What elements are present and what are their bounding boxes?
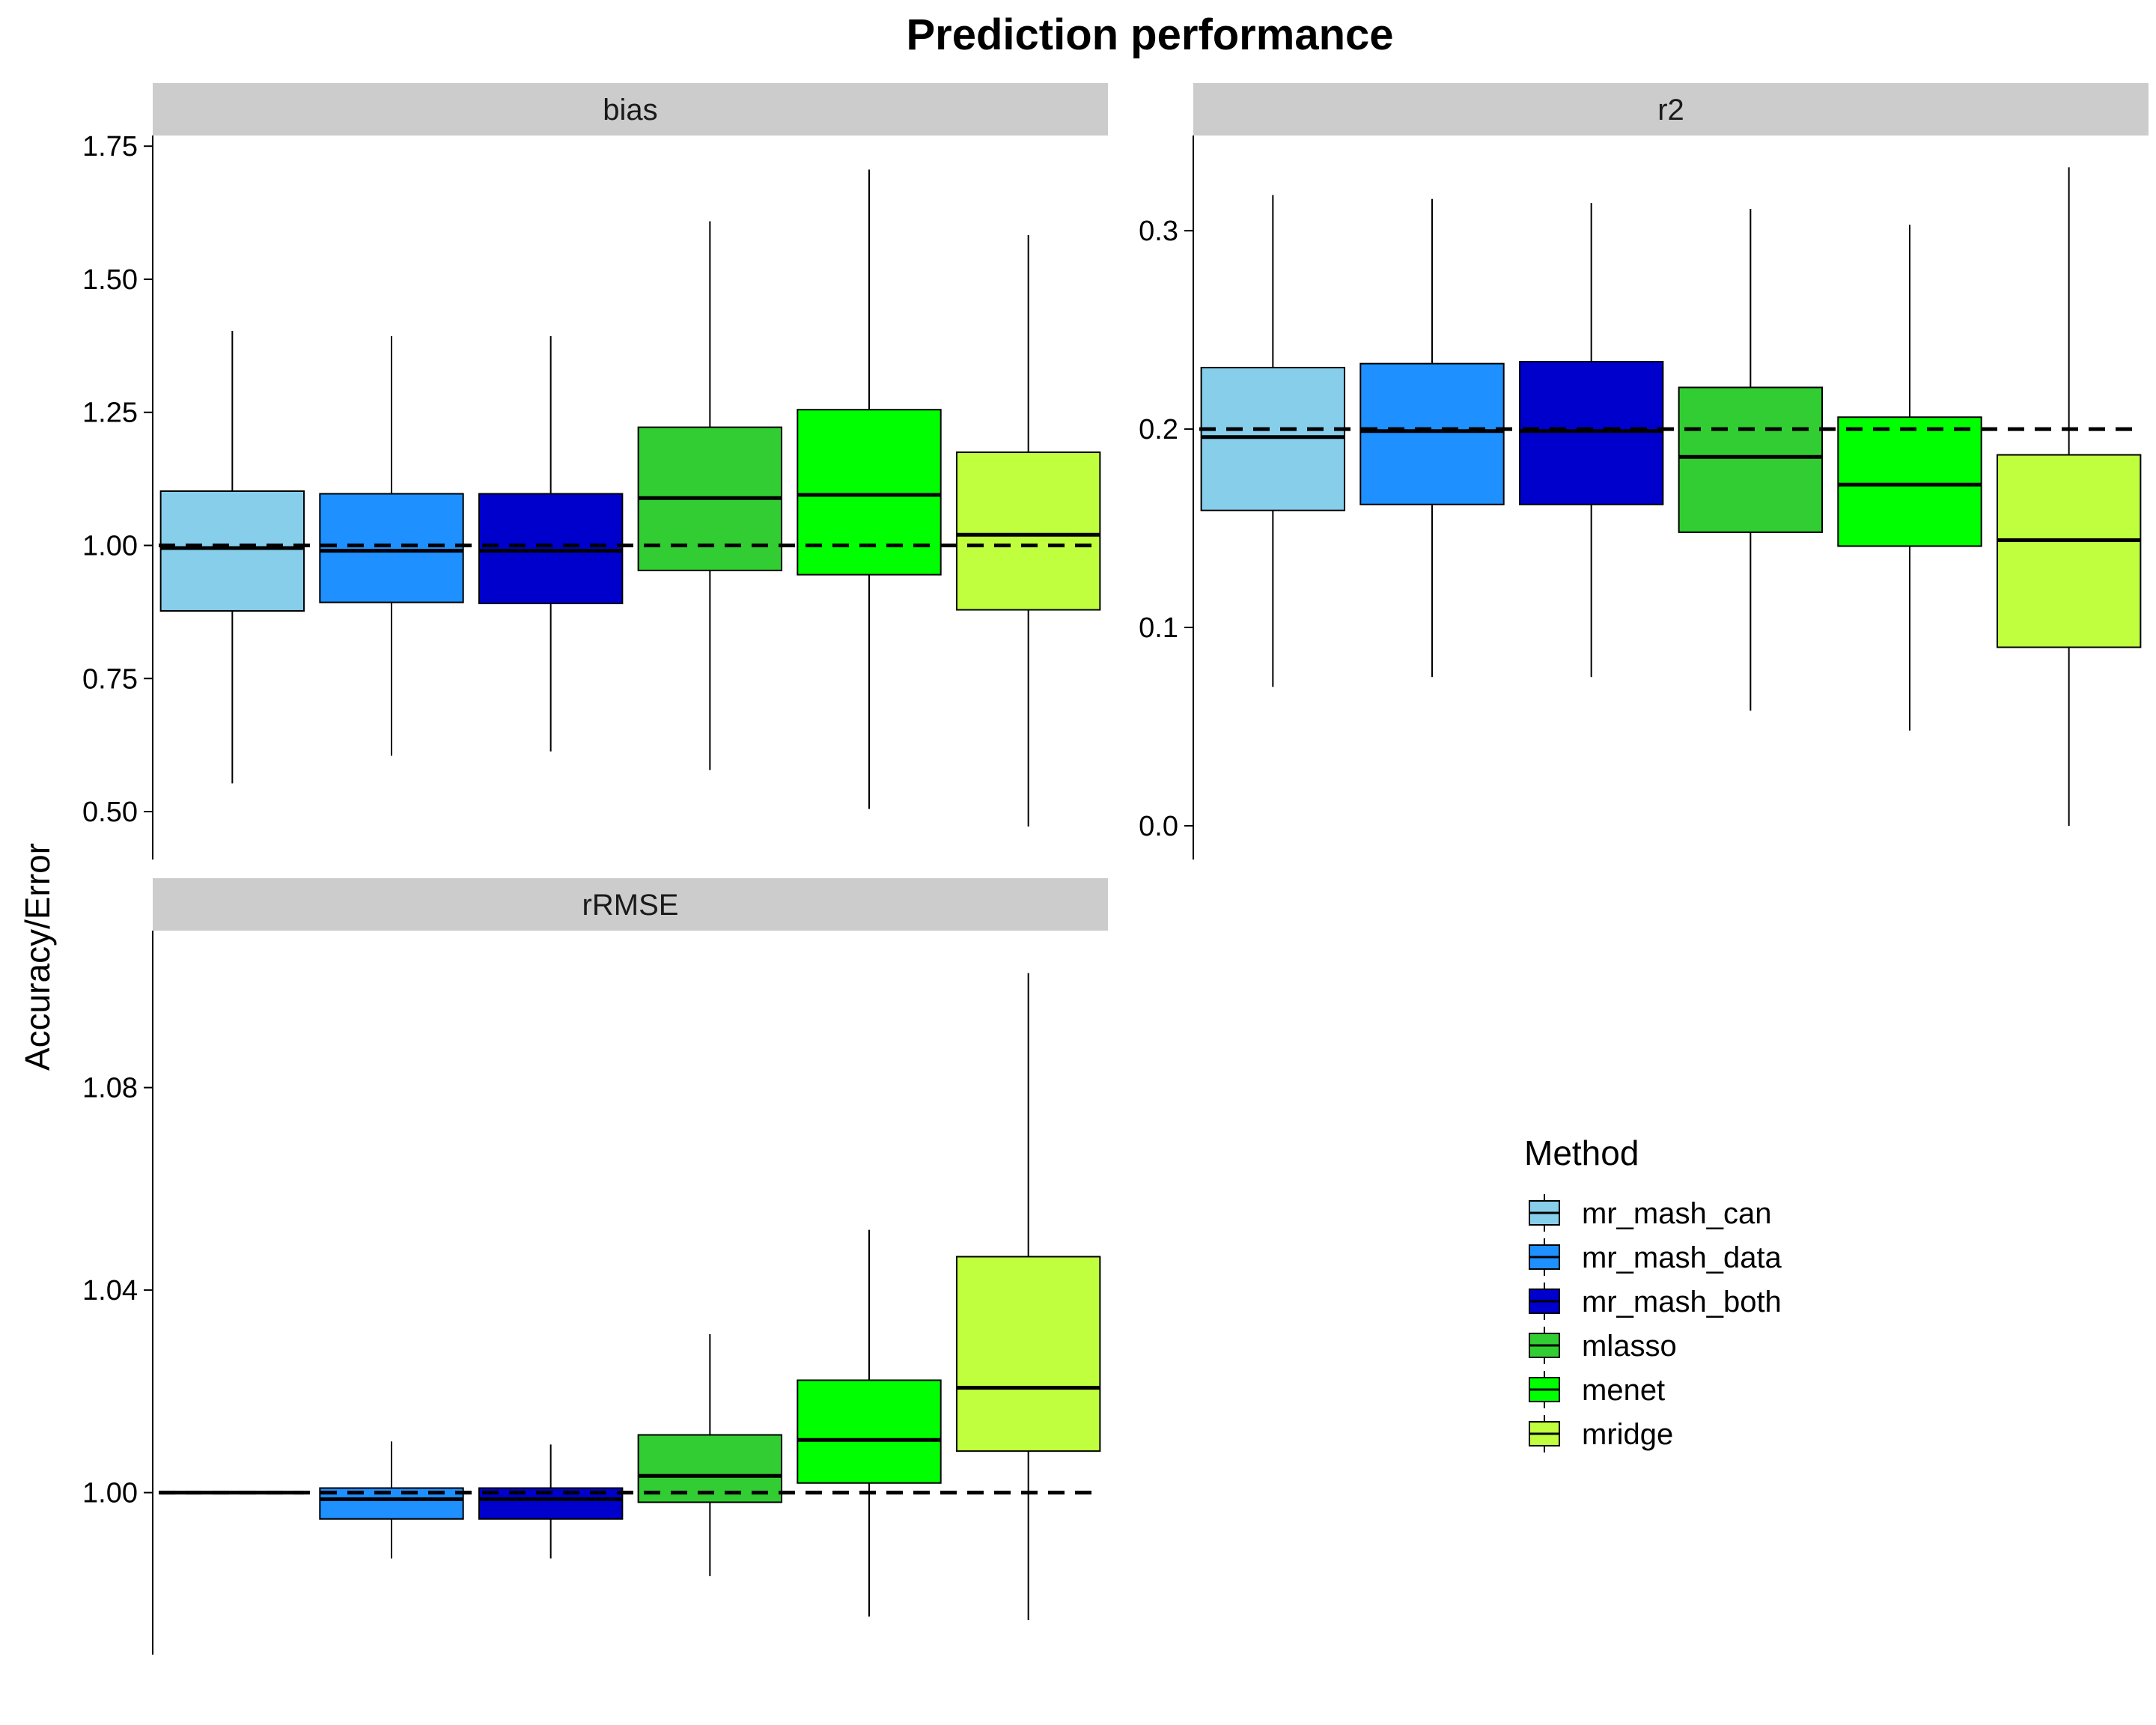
box-rRMSE-mr_mash_both	[478, 1444, 624, 1559]
box-body	[955, 1256, 1101, 1452]
box-bias-mridge	[955, 234, 1101, 827]
box-bias-mr_mash_can	[159, 330, 305, 784]
box-rRMSE-mr_mash_data	[319, 1441, 464, 1559]
box-body	[478, 493, 624, 604]
y-tick-label-r2: 0.0	[1139, 811, 1178, 842]
strip-r2	[1193, 83, 2149, 136]
y-tick-label-bias: 0.75	[82, 663, 138, 695]
box-bias-mr_mash_both	[478, 336, 624, 752]
legend-label: mridge	[1582, 1418, 1673, 1451]
box-body	[1996, 454, 2142, 648]
y-tick-label-rRMSE: 1.08	[82, 1073, 138, 1104]
box-r2-mlasso	[1678, 209, 1824, 711]
y-tick-label-rRMSE: 1.00	[82, 1478, 138, 1509]
y-tick-label-bias: 1.50	[82, 264, 138, 296]
legend: Method mr_mash_can mr_mash_data mr_mash_bo…	[1524, 1134, 1782, 1452]
box-r2-mr_mash_both	[1518, 203, 1664, 678]
box-body	[159, 490, 305, 612]
legend-item-mr_mash_data: mr_mash_data	[1529, 1238, 1782, 1276]
y-tick-label-bias: 1.00	[82, 530, 138, 562]
box-r2-menet	[1837, 225, 1982, 731]
strip-rRMSE	[153, 878, 1108, 931]
panel-bias: bias 0.50 0.75 1.00 1.25 1.50 1.75	[82, 83, 1108, 860]
box-body	[1200, 366, 1346, 511]
box-bias-mr_mash_data	[319, 336, 464, 756]
legend-label: mr_mash_data	[1582, 1241, 1782, 1274]
box-r2-mr_mash_can	[1200, 195, 1346, 687]
chart-title: Prediction performance	[906, 10, 1393, 59]
facet-panels: bias 0.50 0.75 1.00 1.25 1.50 1.75 r2 0.0 0.1 0.2 0…	[82, 83, 2149, 1655]
box-rRMSE-menet	[797, 1229, 942, 1617]
panel-r2: r2 0.0 0.1 0.2 0.3	[1139, 83, 2149, 860]
legend-item-mlasso: mlasso	[1529, 1327, 1677, 1364]
legend-item-mr_mash_can: mr_mash_can	[1529, 1194, 1771, 1232]
legend-label: mr_mash_both	[1582, 1286, 1782, 1318]
strip-label-bias: bias	[603, 94, 657, 127]
strip-label-r2: r2	[1657, 94, 1684, 127]
box-r2-mridge	[1996, 167, 2142, 826]
box-bias-menet	[797, 169, 942, 809]
y-tick-label-bias: 1.75	[82, 131, 138, 162]
y-tick-label-r2: 0.1	[1139, 612, 1178, 644]
legend-label: mr_mash_can	[1582, 1197, 1771, 1230]
strip-label-rRMSE: rRMSE	[582, 889, 679, 922]
box-body	[797, 1379, 942, 1484]
legend-item-mr_mash_both: mr_mash_both	[1529, 1283, 1782, 1320]
box-r2-mr_mash_data	[1359, 198, 1505, 678]
box-body	[319, 493, 464, 603]
panel-rRMSE: rRMSE 1.00 1.04 1.08	[82, 878, 1108, 1655]
y-tick-label-r2: 0.2	[1139, 414, 1178, 445]
legend-title: Method	[1524, 1134, 1639, 1172]
box-body	[797, 409, 942, 576]
box-rRMSE-mridge	[955, 973, 1101, 1621]
box-rRMSE-mlasso	[637, 1333, 783, 1577]
legend-label: menet	[1582, 1374, 1665, 1407]
box-body	[1518, 361, 1664, 505]
strip-bias	[153, 83, 1108, 136]
box-bias-mlasso	[637, 221, 783, 770]
y-tick-label-rRMSE: 1.04	[82, 1275, 138, 1306]
y-tick-label-bias: 0.50	[82, 797, 138, 828]
box-body	[1678, 386, 1824, 533]
y-tick-label-r2: 0.3	[1139, 216, 1178, 247]
y-tick-label-bias: 1.25	[82, 398, 138, 429]
legend-label: mlasso	[1582, 1330, 1677, 1363]
box-body	[1837, 416, 1982, 547]
legend-item-mridge: mridge	[1529, 1415, 1673, 1452]
box-body	[1359, 362, 1505, 505]
y-axis-label: Accuracy/Error	[18, 843, 57, 1071]
legend-item-menet: menet	[1529, 1371, 1665, 1408]
box-body	[955, 451, 1101, 611]
